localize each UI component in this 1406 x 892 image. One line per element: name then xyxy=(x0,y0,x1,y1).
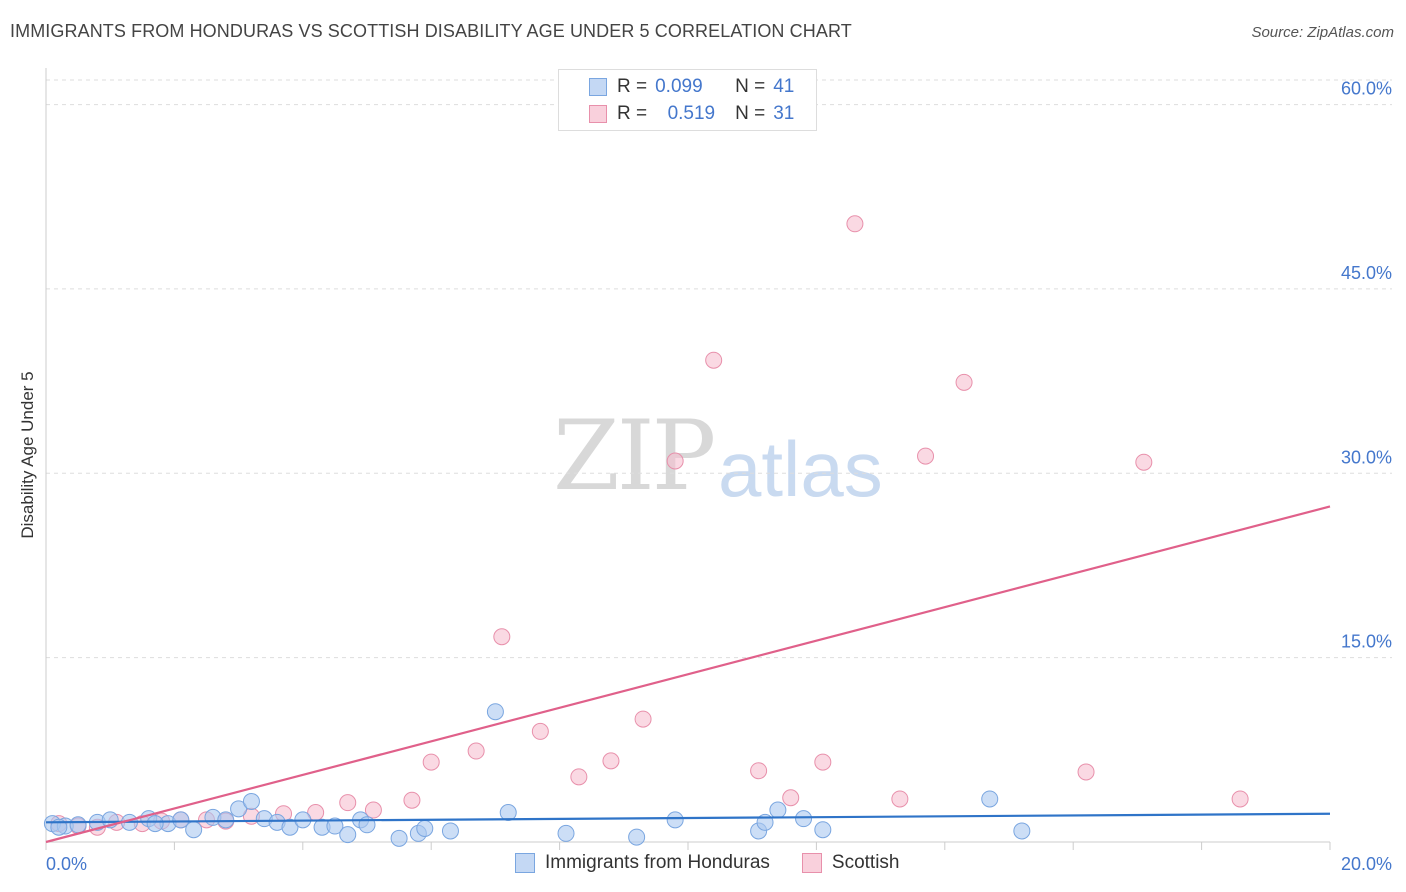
point-honduras-19 xyxy=(326,817,344,835)
point-honduras-29 xyxy=(557,824,575,842)
point-scottish-22 xyxy=(666,452,684,470)
point-scottish-15 xyxy=(422,753,440,771)
point-scottish-21 xyxy=(634,710,652,728)
point-scottish-31 xyxy=(1077,763,1095,781)
trendline-scottish xyxy=(45,505,1331,844)
legend-item-honduras[interactable]: Immigrants from Honduras xyxy=(515,852,770,874)
y-tick-label-2: 45.0% xyxy=(1341,263,1392,283)
point-honduras-30 xyxy=(628,828,646,846)
point-honduras-35 xyxy=(795,810,813,828)
chart-title: IMMIGRANTS FROM HONDURAS VS SCOTTISH DIS… xyxy=(10,21,852,41)
point-honduras-38 xyxy=(1013,822,1031,840)
point-scottish-25 xyxy=(782,789,800,807)
point-honduras-20 xyxy=(339,826,357,844)
point-honduras-12 xyxy=(230,800,248,818)
x-tick-label-0: 0.0% xyxy=(46,854,87,874)
point-scottish-26 xyxy=(814,753,832,771)
legend-swatch-scottish xyxy=(589,105,607,123)
point-honduras-34 xyxy=(769,801,787,819)
series-legend: Immigrants from Honduras Scottish xyxy=(515,852,932,874)
point-honduras-9 xyxy=(185,821,203,839)
point-honduras-13 xyxy=(242,792,260,810)
point-honduras-16 xyxy=(281,818,299,836)
legend-swatch-honduras xyxy=(589,78,607,96)
point-honduras-23 xyxy=(390,829,408,847)
watermark-atlas: atlas xyxy=(718,425,883,513)
point-honduras-28 xyxy=(499,804,517,822)
point-scottish-19 xyxy=(570,768,588,786)
point-honduras-25 xyxy=(416,819,434,837)
n-label-honduras: N = xyxy=(735,76,766,97)
point-scottish-27 xyxy=(846,215,864,233)
point-scottish-17 xyxy=(493,628,511,646)
x-tick-label-1: 20.0% xyxy=(1341,854,1392,874)
point-honduras-27 xyxy=(486,703,504,721)
correlation-legend: R = 0.099 N = 41 R = 0.519 N = 31 xyxy=(558,69,817,131)
watermark-zip: ZIP xyxy=(553,400,716,512)
y-axis-label: Disability Age Under 5 xyxy=(18,371,37,539)
r-value-scottish: 0.519 xyxy=(667,103,716,124)
point-scottish-28 xyxy=(891,790,909,808)
point-honduras-36 xyxy=(814,821,832,839)
point-honduras-40 xyxy=(146,815,164,833)
point-honduras-37 xyxy=(981,790,999,808)
point-scottish-29 xyxy=(917,447,935,465)
point-honduras-11 xyxy=(217,811,235,829)
trendline-honduras xyxy=(45,812,1331,824)
legend-label-honduras: Immigrants from Honduras xyxy=(545,852,770,873)
point-scottish-24 xyxy=(750,762,768,780)
point-scottish-16 xyxy=(467,742,485,760)
point-scottish-33 xyxy=(1231,790,1249,808)
legend-item-scottish[interactable]: Scottish xyxy=(801,852,900,874)
r-value-honduras: 0.099 xyxy=(655,76,703,97)
y-tick-label-1: 30.0% xyxy=(1341,447,1392,467)
point-honduras-31 xyxy=(666,811,684,829)
point-scottish-30 xyxy=(955,373,973,391)
point-scottish-12 xyxy=(339,794,357,812)
legend-label-scottish: Scottish xyxy=(831,852,900,873)
point-honduras-8 xyxy=(172,811,190,829)
point-scottish-14 xyxy=(403,791,421,809)
point-scottish-20 xyxy=(602,752,620,770)
legend-swatch-scottish-bottom xyxy=(801,853,822,873)
point-honduras-26 xyxy=(441,822,459,840)
legend-swatch-honduras-bottom xyxy=(515,853,535,873)
y-tick-label-0: 15.0% xyxy=(1341,632,1392,652)
n-label-scottish: N = xyxy=(735,103,766,124)
legend-row-scottish: R = 0.519 N = 31 xyxy=(559,101,794,127)
n-value-scottish: 31 xyxy=(773,103,795,124)
point-scottish-18 xyxy=(531,722,549,740)
r-label-scottish: R = xyxy=(617,103,648,124)
point-scottish-13 xyxy=(364,801,382,819)
point-scottish-23 xyxy=(705,351,723,369)
point-scottish-32 xyxy=(1135,453,1153,471)
y-tick-label-3: 60.0% xyxy=(1341,79,1392,99)
r-label-honduras: R = xyxy=(617,76,648,97)
n-value-honduras: 41 xyxy=(773,76,795,97)
legend-row-honduras: R = 0.099 N = 41 xyxy=(559,74,794,100)
point-honduras-2 xyxy=(69,816,87,834)
source-label: Source: ZipAtlas.com xyxy=(1251,24,1394,41)
